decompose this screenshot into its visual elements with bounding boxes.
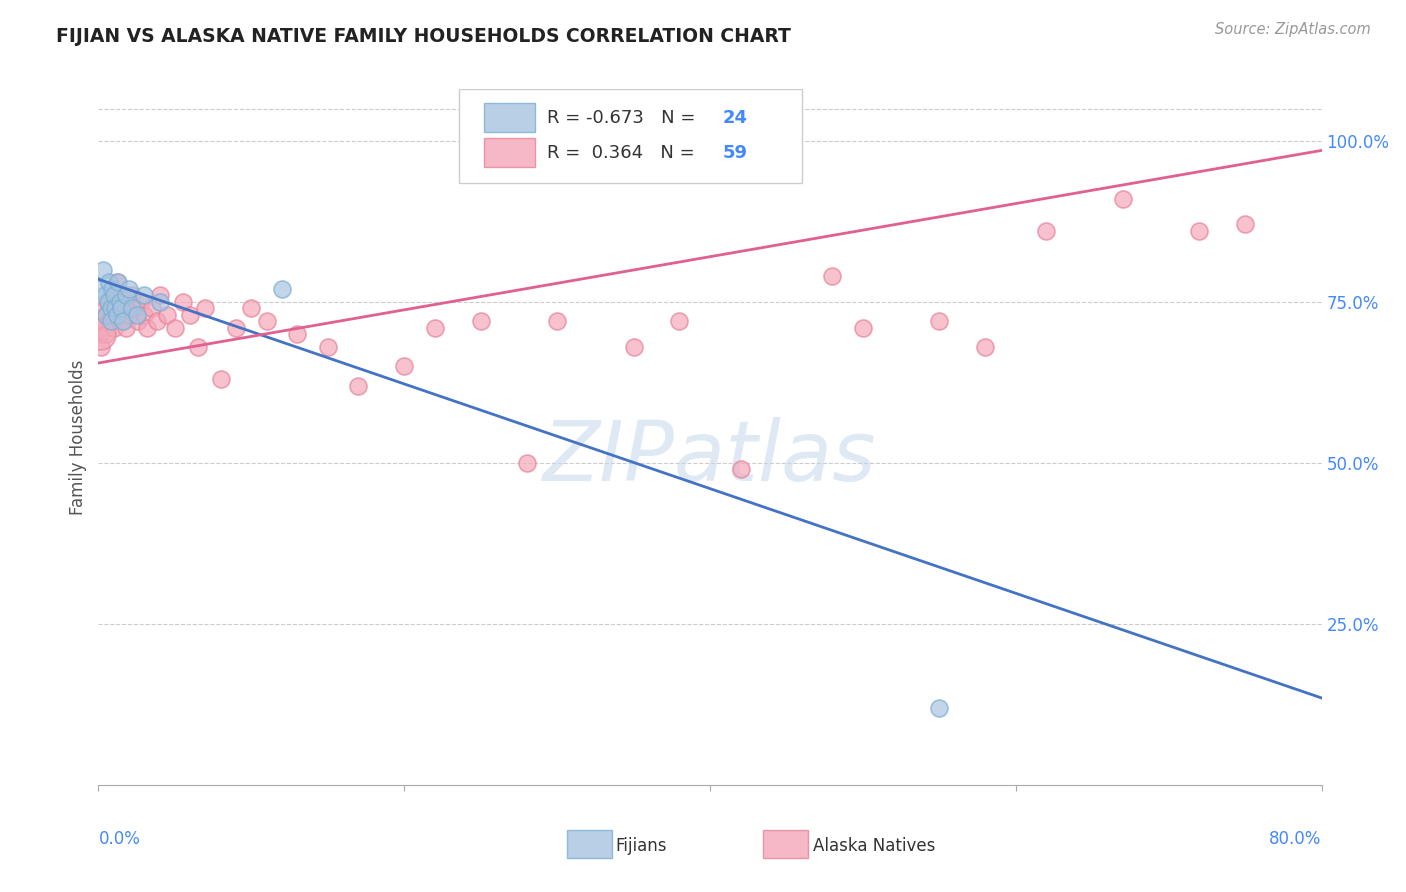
Point bbox=[256, 314, 278, 328]
Point bbox=[928, 314, 950, 328]
Point bbox=[100, 314, 122, 328]
Point bbox=[98, 314, 121, 328]
Text: Fijians: Fijians bbox=[616, 837, 668, 855]
Point bbox=[89, 326, 111, 341]
Point bbox=[110, 301, 132, 316]
Point bbox=[240, 301, 263, 316]
Point bbox=[821, 268, 844, 283]
Text: 0.0%: 0.0% bbox=[98, 830, 141, 848]
Point bbox=[108, 294, 131, 309]
Point bbox=[108, 308, 131, 322]
Point bbox=[91, 262, 114, 277]
Point bbox=[347, 378, 370, 392]
Point bbox=[101, 308, 124, 322]
Point bbox=[172, 294, 194, 309]
Point bbox=[141, 301, 163, 316]
Point bbox=[90, 282, 112, 296]
Point bbox=[270, 282, 292, 296]
Point bbox=[129, 294, 152, 309]
Point bbox=[100, 301, 122, 316]
Point bbox=[149, 288, 172, 302]
Point bbox=[145, 314, 167, 328]
Point bbox=[94, 308, 117, 322]
Point bbox=[928, 700, 950, 714]
Point bbox=[974, 340, 997, 354]
Point bbox=[107, 276, 129, 290]
Point bbox=[93, 288, 115, 302]
Point bbox=[121, 301, 143, 316]
Point bbox=[98, 276, 121, 290]
Point bbox=[149, 294, 172, 309]
Text: R = -0.673   N =: R = -0.673 N = bbox=[547, 109, 702, 127]
Point bbox=[94, 308, 117, 322]
Point bbox=[1188, 224, 1211, 238]
Point bbox=[194, 301, 217, 316]
Text: Alaska Natives: Alaska Natives bbox=[813, 837, 935, 855]
Point bbox=[111, 314, 134, 328]
Point bbox=[124, 301, 146, 316]
Point bbox=[112, 301, 135, 316]
Point bbox=[117, 294, 139, 309]
Point bbox=[127, 314, 149, 328]
Point bbox=[89, 326, 111, 341]
Point bbox=[97, 294, 120, 309]
Point bbox=[392, 359, 416, 374]
Text: 24: 24 bbox=[723, 109, 747, 127]
Point bbox=[225, 320, 247, 334]
Point bbox=[134, 288, 156, 302]
Point bbox=[90, 340, 112, 354]
Point bbox=[110, 288, 132, 302]
Text: 59: 59 bbox=[723, 144, 747, 161]
Point bbox=[115, 288, 138, 302]
Text: 80.0%: 80.0% bbox=[1270, 830, 1322, 848]
Point bbox=[97, 294, 120, 309]
Point bbox=[121, 288, 143, 302]
Point bbox=[93, 301, 115, 316]
Text: R =  0.364   N =: R = 0.364 N = bbox=[547, 144, 700, 161]
Point bbox=[187, 340, 209, 354]
Point bbox=[118, 308, 141, 322]
Point bbox=[105, 276, 128, 290]
Point bbox=[163, 320, 186, 334]
Point bbox=[94, 326, 117, 341]
Point bbox=[115, 320, 138, 334]
Point bbox=[134, 308, 156, 322]
Point bbox=[179, 308, 201, 322]
Point bbox=[107, 294, 129, 309]
Point bbox=[546, 314, 568, 328]
Point bbox=[1234, 218, 1257, 232]
FancyBboxPatch shape bbox=[484, 138, 536, 167]
Point bbox=[125, 308, 148, 322]
Point bbox=[852, 320, 875, 334]
Text: ZIPatlas: ZIPatlas bbox=[543, 417, 877, 499]
Point bbox=[668, 314, 690, 328]
Text: FIJIAN VS ALASKA NATIVE FAMILY HOUSEHOLDS CORRELATION CHART: FIJIAN VS ALASKA NATIVE FAMILY HOUSEHOLD… bbox=[56, 27, 792, 45]
Point bbox=[209, 372, 232, 386]
Point bbox=[1035, 224, 1057, 238]
Point bbox=[118, 282, 141, 296]
Point bbox=[316, 340, 339, 354]
FancyBboxPatch shape bbox=[460, 89, 801, 183]
Point bbox=[136, 320, 159, 334]
Point bbox=[285, 326, 308, 341]
Point bbox=[516, 456, 538, 470]
Text: Source: ZipAtlas.com: Source: ZipAtlas.com bbox=[1215, 22, 1371, 37]
Point bbox=[470, 314, 492, 328]
Point bbox=[104, 301, 127, 316]
Point bbox=[105, 308, 128, 322]
Point bbox=[111, 314, 134, 328]
Point bbox=[100, 288, 122, 302]
Point bbox=[730, 462, 752, 476]
Point bbox=[103, 320, 125, 334]
Point bbox=[423, 320, 446, 334]
Point bbox=[101, 282, 124, 296]
Point bbox=[1112, 192, 1135, 206]
Point bbox=[623, 340, 645, 354]
Point bbox=[91, 314, 114, 328]
Y-axis label: Family Households: Family Households bbox=[69, 359, 87, 515]
Point bbox=[104, 301, 127, 316]
Point bbox=[156, 308, 179, 322]
FancyBboxPatch shape bbox=[484, 103, 536, 132]
Point bbox=[103, 288, 125, 302]
